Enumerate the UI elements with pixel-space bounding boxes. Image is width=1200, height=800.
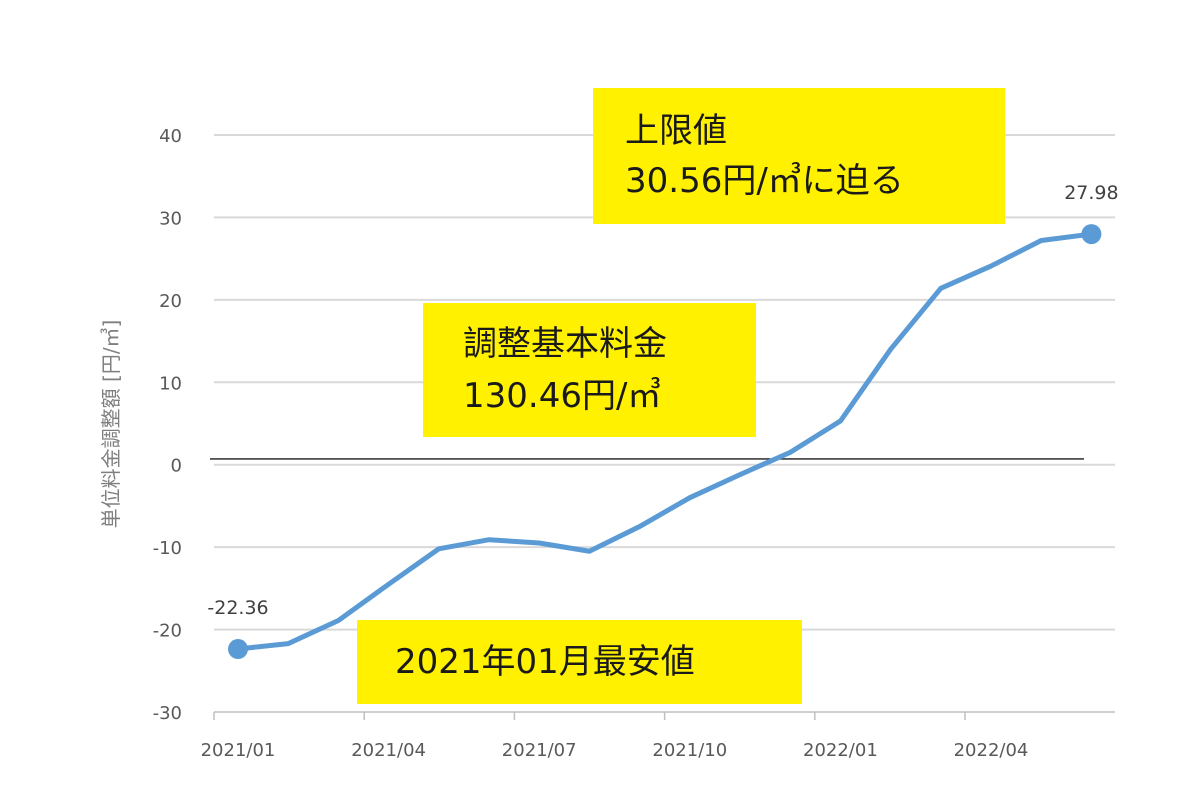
callout-lowest-value: 2021年01月最安値 [357, 620, 802, 704]
x-tick-label: 2021/01 [201, 740, 276, 761]
callout-line: 30.56円/㎥に迫る [625, 161, 904, 201]
series-line [235, 231, 1094, 652]
y-tick-label: 30 [159, 208, 182, 229]
callout-line: 130.46円/㎥ [463, 376, 662, 416]
x-axis-ticks: 2021/01 2021/04 2021/07 2021/10 2022/01 2022/… [201, 740, 1029, 761]
y-tick-label: -20 [153, 621, 182, 642]
callout-line: 上限値 [625, 111, 727, 151]
y-tick-label: 20 [159, 291, 182, 312]
y-tick-label: -30 [153, 703, 182, 724]
x-axis [213, 711, 1115, 720]
data-point-marker [228, 639, 248, 660]
y-tick-label: 10 [159, 373, 182, 394]
x-tick-label: 2021/07 [502, 740, 577, 761]
y-tick-label: -10 [153, 538, 182, 559]
series [228, 224, 1102, 660]
data-labels: -22.36 27.98 [207, 182, 1118, 619]
y-axis-label: 単位料金調整額 [円/㎥] [99, 320, 123, 529]
x-tick-label: 2021/04 [351, 740, 426, 761]
y-tick-label: 40 [159, 126, 182, 147]
callout-base-rate: 調整基本料金 130.46円/㎥ [423, 303, 756, 437]
data-label: 27.98 [1064, 182, 1118, 204]
y-tick-label: 0 [171, 456, 182, 477]
data-point-marker [1081, 224, 1102, 245]
y-axis-ticks: -30 -20 -10 0 10 20 30 40 [153, 126, 182, 724]
x-tick-label: 2022/01 [803, 740, 878, 761]
callout-line: 2021年01月最安値 [395, 642, 695, 682]
x-tick-label: 2021/10 [652, 740, 727, 761]
x-tick-label: 2022/04 [954, 740, 1029, 761]
data-label: -22.36 [207, 597, 268, 619]
callout-upper-limit: 上限値 30.56円/㎥に迫る [593, 88, 1005, 224]
callout-line: 調整基本料金 [463, 324, 667, 364]
